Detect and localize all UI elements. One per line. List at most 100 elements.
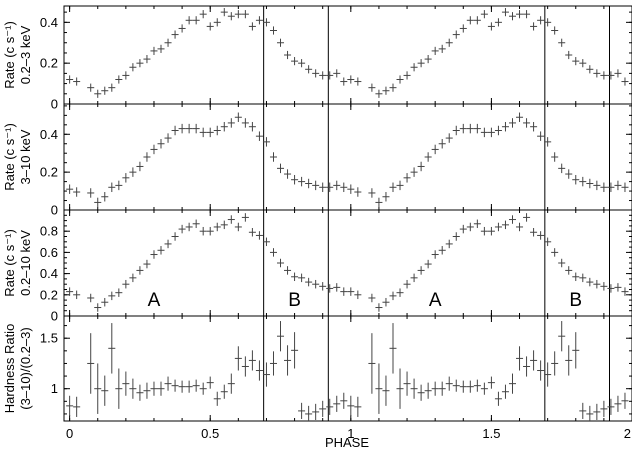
data-point (333, 283, 341, 292)
data-point (319, 182, 327, 193)
data-point (326, 71, 334, 80)
data-point (241, 10, 249, 19)
data-point (136, 59, 144, 68)
data-point (600, 71, 608, 80)
data-point (66, 75, 74, 84)
data-point (206, 127, 214, 138)
data-point (607, 398, 615, 415)
data-point (410, 273, 418, 283)
data-point (410, 167, 418, 177)
data-point (424, 152, 432, 162)
data-point (277, 321, 285, 352)
data-point (164, 133, 172, 143)
data-point (269, 248, 277, 257)
data-point (431, 250, 439, 259)
data-point (438, 381, 446, 396)
data-point (368, 293, 376, 303)
data-point (101, 297, 109, 307)
data-point (466, 16, 474, 25)
data-point (94, 89, 102, 98)
data-point (537, 131, 545, 141)
data-point (192, 123, 200, 134)
data-point (115, 368, 123, 409)
data-point (354, 187, 362, 197)
data-point (403, 173, 411, 183)
data-point (501, 220, 509, 230)
data-point (326, 182, 334, 193)
data-point (143, 55, 151, 64)
data-point (171, 30, 179, 39)
data-point (551, 26, 559, 35)
data-point (298, 402, 306, 419)
y-axis-label: (3–10)/(0.2–3) (18, 327, 33, 409)
data-point (473, 16, 481, 25)
data-point (326, 398, 334, 415)
data-point (312, 180, 320, 191)
data-point (73, 396, 81, 417)
data-point (305, 178, 313, 189)
data-point (586, 405, 594, 421)
data-point (558, 38, 566, 47)
data-point (178, 224, 186, 234)
data-point (171, 232, 179, 241)
data-point (129, 63, 137, 72)
data-point (305, 405, 313, 421)
data-point (108, 83, 116, 92)
data-point (572, 174, 580, 185)
data-point (269, 152, 277, 162)
data-point (192, 379, 200, 392)
data-point (185, 222, 193, 232)
data-point (438, 139, 446, 149)
panel-4: 1 1.5 Hardness Ratio (3–10)/(0.2–3) 0 0.5 1 1.5… (2, 315, 632, 441)
x-axis-label: PHASE (325, 435, 369, 450)
data-point (572, 332, 580, 369)
data-point (445, 376, 453, 391)
data-point (94, 303, 102, 312)
data-point (579, 273, 587, 283)
data-point (523, 10, 531, 19)
data-point (445, 133, 453, 143)
y-tick-label: 0.8 (40, 224, 58, 239)
data-point (607, 284, 615, 293)
data-point (579, 176, 587, 187)
data-point (291, 57, 299, 66)
data-point (459, 123, 467, 134)
y-tick-label: 0.6 (40, 245, 58, 260)
data-point (66, 395, 74, 416)
data-point (494, 222, 502, 232)
data-point (466, 380, 474, 393)
data-point (354, 290, 362, 300)
data-point (73, 187, 81, 197)
data-point (501, 384, 509, 399)
data-point (326, 284, 334, 293)
data-point (108, 323, 116, 374)
data-point (473, 379, 481, 392)
data-point (333, 395, 341, 412)
data-point (66, 287, 74, 296)
data-point (284, 345, 292, 376)
data-point (277, 38, 285, 47)
data-point (614, 395, 622, 412)
data-point (234, 10, 242, 19)
data-point (143, 152, 151, 162)
data-point (199, 10, 207, 19)
data-point (614, 283, 622, 292)
data-point (614, 69, 622, 78)
data-point (298, 59, 306, 68)
data-point (382, 297, 390, 307)
data-point (248, 228, 256, 237)
data-point (424, 259, 432, 269)
data-point (530, 22, 538, 31)
data-point (122, 279, 130, 289)
data-point (403, 371, 411, 396)
y-tick-label: 0.4 (40, 266, 58, 281)
data-point (508, 118, 517, 128)
data-point (558, 321, 566, 352)
data-point (206, 376, 214, 389)
y-axis-label: Rate (c s⁻¹) (2, 21, 17, 89)
data-point (516, 112, 524, 122)
data-point (333, 180, 341, 191)
y-tick-label: 1.5 (40, 331, 58, 346)
data-point (572, 272, 580, 282)
